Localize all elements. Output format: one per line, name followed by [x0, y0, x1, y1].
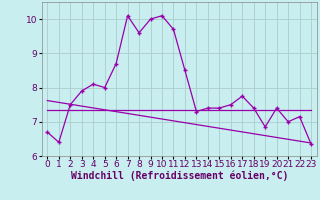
X-axis label: Windchill (Refroidissement éolien,°C): Windchill (Refroidissement éolien,°C) [70, 171, 288, 181]
